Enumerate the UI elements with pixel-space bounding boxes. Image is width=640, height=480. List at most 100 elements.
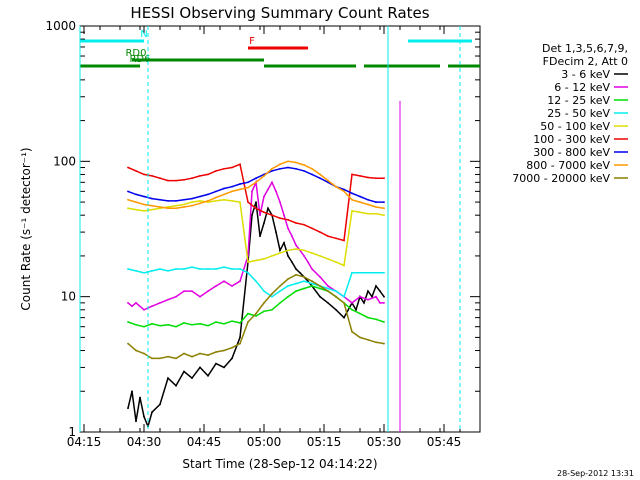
series-0-point bbox=[287, 255, 289, 257]
series-4-point bbox=[175, 204, 177, 207]
series-7-point bbox=[327, 179, 329, 182]
series-7-point bbox=[231, 190, 233, 193]
series-0-point bbox=[135, 420, 137, 423]
series-8-point bbox=[127, 342, 129, 345]
series-5-point bbox=[319, 231, 321, 234]
series-5-point bbox=[359, 175, 361, 177]
x-tick-label: 05:00 bbox=[247, 435, 282, 449]
series-0-point bbox=[259, 235, 261, 238]
series-layer bbox=[127, 160, 385, 429]
series-1-point bbox=[327, 285, 329, 287]
series-5-point bbox=[175, 179, 177, 182]
series-5-point bbox=[335, 237, 337, 240]
series-2-point bbox=[279, 302, 281, 304]
series-3-point bbox=[223, 266, 225, 269]
series-2-point bbox=[375, 318, 377, 321]
series-3-point bbox=[159, 268, 161, 270]
y-tick-label: 1 bbox=[68, 425, 76, 439]
series-7-point bbox=[279, 163, 281, 166]
series-1-point bbox=[259, 214, 261, 217]
series-5-point bbox=[143, 173, 145, 176]
series-3-point bbox=[279, 290, 281, 292]
series-4-point bbox=[239, 201, 241, 204]
series-4-point bbox=[327, 258, 329, 260]
series-6-point bbox=[231, 185, 233, 188]
series-0-point bbox=[175, 384, 177, 387]
series-8-point bbox=[231, 346, 233, 349]
series-0-point bbox=[239, 336, 241, 339]
series-7-point bbox=[303, 164, 305, 166]
series-7-point bbox=[175, 207, 177, 210]
series-1-point bbox=[131, 305, 133, 308]
series-2-point bbox=[223, 322, 225, 325]
series-7-point bbox=[215, 196, 217, 199]
series-7-point bbox=[287, 160, 289, 163]
series-4-point bbox=[159, 207, 161, 210]
series-1-point bbox=[287, 227, 289, 230]
series-0-point bbox=[267, 207, 269, 210]
series-5-point bbox=[343, 239, 345, 242]
series-1-point bbox=[283, 214, 285, 217]
series-3-point bbox=[167, 270, 169, 272]
x-axis-label: Start Time (28-Sep-12 04:14:22) bbox=[182, 457, 377, 471]
series-0-point bbox=[367, 290, 369, 292]
footer-timestamp: 28-Sep-2012 13:31 bbox=[557, 469, 634, 478]
series-6-point bbox=[191, 197, 193, 200]
series-5-point bbox=[239, 163, 241, 166]
series-5-point bbox=[263, 211, 265, 214]
series-3-point bbox=[255, 280, 257, 283]
series-4-point bbox=[215, 200, 217, 202]
chart-title: HESSI Observing Summary Count Rates bbox=[130, 4, 429, 22]
series-4-point bbox=[295, 248, 297, 250]
series-8-point bbox=[239, 342, 241, 345]
series-7-point bbox=[183, 206, 185, 208]
series-6-point bbox=[247, 181, 249, 184]
series-1-point bbox=[207, 290, 209, 292]
series-2-point bbox=[167, 323, 169, 326]
series-0-point bbox=[251, 214, 253, 217]
series-8-point bbox=[167, 355, 169, 358]
series-1-point bbox=[359, 295, 361, 298]
series-7-point bbox=[135, 201, 137, 204]
series-0-point bbox=[375, 285, 377, 287]
series-4-point bbox=[223, 198, 225, 201]
series-3-point bbox=[239, 268, 241, 270]
series-0-point bbox=[151, 411, 153, 414]
series-5-point bbox=[231, 166, 233, 169]
series-1-point bbox=[159, 302, 161, 304]
series-6-point bbox=[175, 200, 177, 202]
series-6-point bbox=[135, 193, 137, 196]
series-5-point bbox=[287, 218, 289, 221]
series-line-0 bbox=[127, 201, 385, 429]
series-5-point bbox=[375, 177, 377, 180]
series-7-point bbox=[383, 207, 385, 210]
series-7-point bbox=[191, 204, 193, 207]
series-3-point bbox=[127, 268, 129, 270]
series-0-point bbox=[355, 308, 357, 311]
series-5-point bbox=[303, 223, 305, 226]
series-6-point bbox=[143, 195, 145, 198]
series-1-point bbox=[143, 308, 145, 311]
series-4-point bbox=[127, 207, 129, 210]
series-5-point bbox=[279, 217, 281, 220]
series-0-point bbox=[207, 374, 209, 377]
legend-entry-2: 12 - 25 keV bbox=[547, 94, 610, 107]
series-8-point bbox=[367, 338, 369, 341]
series-8-point bbox=[183, 352, 185, 355]
series-1-point bbox=[379, 302, 381, 304]
series-5-point bbox=[247, 201, 249, 204]
series-0-point bbox=[327, 302, 329, 304]
series-0-point bbox=[283, 241, 285, 244]
series-3-point bbox=[247, 271, 249, 274]
series-6-point bbox=[167, 200, 169, 202]
series-4-point bbox=[343, 264, 345, 267]
series-5-point bbox=[351, 173, 353, 176]
series-5-point bbox=[151, 175, 153, 177]
series-0-point bbox=[319, 295, 321, 298]
series-1-point bbox=[303, 255, 305, 257]
series-3-point bbox=[343, 295, 345, 298]
series-7-point bbox=[335, 185, 337, 188]
series-0-point bbox=[223, 366, 225, 369]
series-2-point bbox=[319, 287, 321, 290]
